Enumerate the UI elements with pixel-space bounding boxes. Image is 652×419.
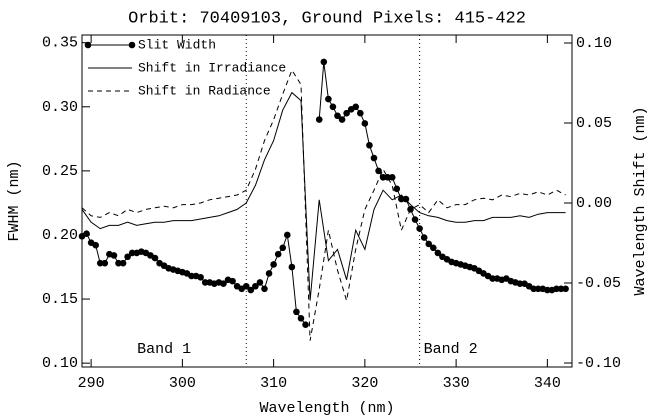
x-tick-label: 320 <box>351 375 378 392</box>
data-point <box>297 314 305 322</box>
series-line <box>81 69 566 341</box>
data-point <box>338 116 346 123</box>
y-tick-label: 0.20 <box>42 227 78 244</box>
data-point <box>124 253 131 261</box>
y-tick-label: 0.10 <box>42 355 78 372</box>
data-point <box>544 286 551 294</box>
y2-axis-label: Wavelength Shift (nm) <box>632 106 649 295</box>
data-point <box>96 259 104 267</box>
data-point <box>101 259 109 267</box>
y2-tick-label: 0.10 <box>576 35 612 52</box>
y-axis-label: FWHM (nm) <box>6 160 23 241</box>
y-tick-label: 0.35 <box>42 35 78 52</box>
y2-tick-label: -0.05 <box>576 275 621 292</box>
data-point <box>557 285 565 293</box>
data-point <box>256 279 264 286</box>
data-point <box>274 250 282 258</box>
data-point <box>247 286 255 294</box>
data-point <box>430 244 437 252</box>
data-point <box>562 285 569 293</box>
data-point <box>352 103 360 111</box>
y2-tick-label: 0.00 <box>576 195 612 212</box>
band-label: Band 2 <box>424 341 478 358</box>
data-point <box>201 279 209 286</box>
y-tick-label: 0.30 <box>42 99 78 116</box>
data-point <box>261 285 268 293</box>
data-point <box>384 173 391 181</box>
data-point <box>361 120 369 127</box>
data-point <box>115 259 122 267</box>
data-point <box>366 141 373 149</box>
data-point <box>197 273 204 281</box>
data-point <box>188 272 195 280</box>
x-axis-label: Wavelength (nm) <box>259 400 394 417</box>
legend-marker <box>84 41 92 49</box>
data-point <box>343 109 350 117</box>
data-point <box>425 240 433 248</box>
data-point <box>315 116 323 123</box>
data-point <box>489 275 496 282</box>
legend-label: Shift in Irradiance <box>138 60 286 75</box>
data-point <box>516 280 524 287</box>
data-point <box>434 249 442 257</box>
data-point <box>83 230 90 237</box>
legend-label: Shift in Radiance <box>138 83 271 98</box>
data-point <box>379 173 387 181</box>
data-point <box>411 216 419 223</box>
x-tick-label: 330 <box>443 375 470 392</box>
data-point <box>229 277 236 285</box>
data-point <box>334 112 341 120</box>
series-line <box>81 91 566 301</box>
data-point <box>530 285 537 293</box>
data-point <box>288 263 296 271</box>
data-point <box>92 241 99 249</box>
data-point <box>329 103 337 111</box>
y2-tick-label: -0.10 <box>576 355 621 372</box>
y-tick-label: 0.15 <box>42 291 78 308</box>
data-point <box>279 244 287 252</box>
x-tick-label: 290 <box>78 375 105 392</box>
data-point <box>534 285 542 293</box>
data-point <box>265 270 273 277</box>
data-point <box>370 154 378 162</box>
legend-marker <box>128 41 136 49</box>
data-point <box>553 285 560 293</box>
legend-label: Slit Width <box>138 37 216 52</box>
data-point <box>128 249 136 257</box>
x-tick-label: 310 <box>260 375 287 392</box>
data-point <box>357 109 364 117</box>
data-point <box>420 234 428 241</box>
data-point <box>242 282 250 290</box>
y-tick-label: 0.25 <box>42 163 78 180</box>
data-point <box>293 308 300 316</box>
x-tick-label: 300 <box>169 375 196 392</box>
data-point <box>151 254 159 262</box>
data-point <box>119 259 127 267</box>
band-label: Band 1 <box>137 341 191 358</box>
data-point <box>375 167 382 175</box>
data-point <box>320 58 328 66</box>
y2-tick-label: 0.05 <box>576 115 612 132</box>
chart-title: Orbit: 70409103, Ground Pixels: 415-422 <box>128 9 526 28</box>
data-point <box>220 280 227 287</box>
x-tick-label: 340 <box>534 375 561 392</box>
data-point <box>110 252 118 259</box>
data-point <box>270 261 277 268</box>
data-point <box>388 173 396 181</box>
data-point <box>252 282 259 290</box>
data-point <box>284 231 291 239</box>
data-point <box>325 95 332 103</box>
data-point <box>416 225 423 232</box>
plot-frame <box>81 34 573 368</box>
series-line <box>81 61 566 325</box>
data-point <box>302 321 309 328</box>
data-point <box>393 185 401 193</box>
